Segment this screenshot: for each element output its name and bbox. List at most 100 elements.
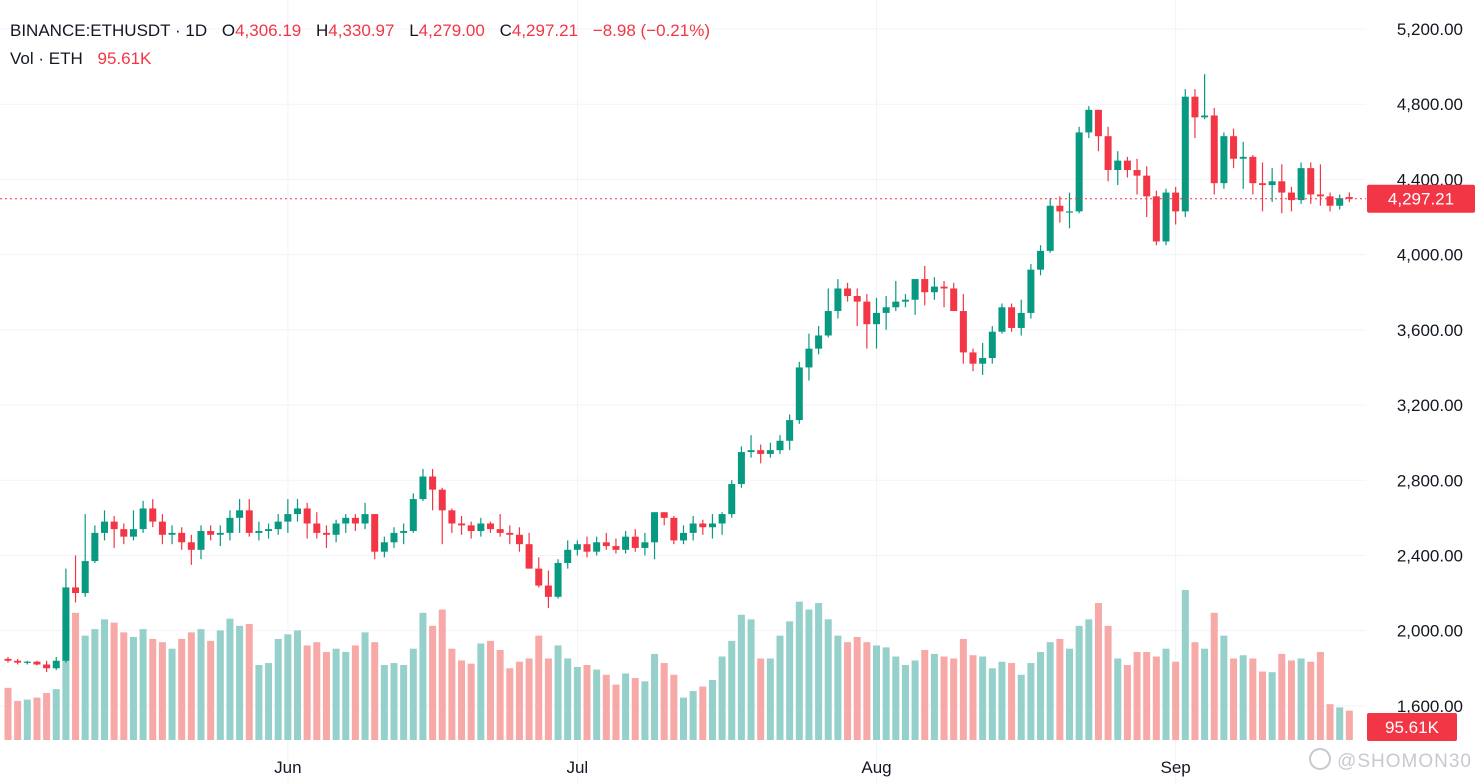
candle-body [236,510,244,518]
last-volume-label: 95.61K [1385,718,1440,737]
volume-bar [737,614,745,740]
volume-bar [641,681,649,740]
candle-body [1075,132,1083,212]
candle-body [660,512,668,518]
close-label: C [499,21,512,40]
time-axis[interactable]: Jun Jul Aug Sep [274,758,1191,777]
volume-bar [747,619,755,740]
candle-body [1326,196,1334,206]
candle-body [1239,156,1247,159]
volume-bar [178,638,186,740]
volume-bar [110,622,118,740]
volume-bar [506,668,514,740]
volume-bar [930,653,938,740]
volume-bar [139,629,147,740]
candle-body [1027,269,1035,313]
volume-bar [1162,648,1170,740]
candle-body [776,440,784,451]
candle-body [1085,109,1093,133]
candle-body [515,534,523,545]
volume-bar [1017,674,1025,740]
volume-bar [448,648,456,740]
volume-bar [313,642,321,740]
watermark: @SHOMON30 [1309,748,1472,773]
volume-bar [1056,638,1064,740]
volume-bar [158,642,166,740]
candle-body [62,587,70,661]
volume-bar [708,680,716,740]
volume-bar [979,656,987,740]
volume-bar [525,658,533,740]
volume-bar [380,665,388,740]
price-tick-label: 3,600.00 [1397,321,1463,340]
candle-body [786,420,794,441]
candle-body [718,514,726,524]
candle-body [1345,197,1353,199]
candle-body [988,331,996,359]
volume-bar [72,612,80,740]
volume-bar [631,678,639,740]
volume-bar [699,686,707,740]
volume-bar [853,636,861,740]
volume-bar [515,661,523,740]
volume-bar [950,658,958,740]
volume-value: 95.61K [97,49,152,68]
volume-bar [1008,663,1016,740]
volume-bar [892,656,900,740]
candle-body [1143,175,1151,197]
price-tick-label: 4,000.00 [1397,246,1463,265]
candle-body [554,562,562,597]
volume-bar [129,636,137,740]
volume-bar [573,666,581,740]
candle-body [448,510,456,524]
volume-bar [33,697,41,740]
volume-bar [332,648,340,740]
candle-body [332,523,340,535]
volume-bar [62,609,70,740]
candle-body [197,531,205,550]
candle-body [805,348,813,368]
volume-bar [940,656,948,740]
volume-bar [303,645,311,740]
volume-bar [101,619,108,740]
candle-body [969,352,977,364]
volume-bar [52,689,60,740]
candle-body [573,544,581,550]
volume-bar [294,630,301,740]
volume-bar [216,630,224,740]
candle-body [873,312,880,325]
volume-bar [255,665,263,740]
volume-bar [226,618,234,740]
last-price-badge-bg [1367,184,1475,213]
candle-body [158,521,166,535]
candle-body [467,525,475,532]
candle-body [187,542,195,550]
price-axis[interactable]: 5,200.00 4,800.00 4,400.00 4,000.00 3,600.00… [1397,20,1463,716]
volume-bar [1210,612,1218,740]
volume-bar [583,665,591,740]
volume-bar [342,651,350,740]
volume-bar [187,632,195,740]
candle-body [23,661,31,663]
volume-bar [1287,660,1295,740]
candle-body [265,529,273,532]
candle-body [1114,160,1122,171]
volume-bar [602,674,610,740]
volume-label[interactable]: Vol · ETH [10,49,83,68]
volume-bar [670,674,678,740]
volume-bar [496,650,504,740]
candle-body [1133,170,1141,176]
candle-body [342,517,350,524]
volume-bar [544,658,552,740]
candle-body [670,517,678,541]
volume-bar [1278,653,1286,740]
symbol-label[interactable]: BINANCE:ETHUSDT · 1D [10,21,208,40]
volume-bar [81,635,89,740]
volume-bar [718,656,726,740]
candle-body [1220,136,1228,184]
candle-body [506,532,514,535]
volume-bar [149,638,157,740]
high-label: H [316,21,329,40]
candle-body [168,532,176,535]
